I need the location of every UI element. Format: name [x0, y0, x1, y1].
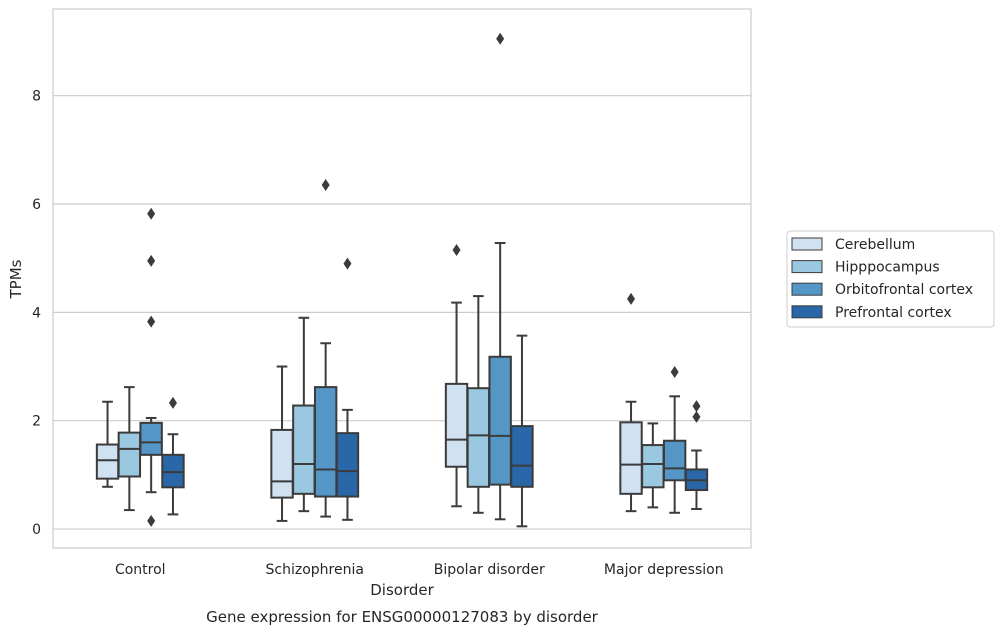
- iqr-box: [313, 386, 338, 498]
- iqr-box: [641, 444, 665, 489]
- outlier-point: [321, 179, 330, 192]
- box: [641, 422, 665, 509]
- y-tick-label: 0: [32, 522, 41, 538]
- box: [313, 179, 338, 518]
- box: [335, 257, 360, 521]
- y-tick-label: 2: [32, 414, 41, 430]
- series-2: [139, 32, 687, 527]
- iqr-box: [662, 439, 687, 482]
- legend-items: Cerebellum Hipppocampus Orbitofrontal cort…: [791, 237, 973, 321]
- outlier-point: [147, 207, 156, 220]
- legend-swatch: [791, 305, 823, 319]
- iqr-box: [95, 443, 120, 480]
- x-axis-label: Disorder: [370, 581, 434, 599]
- box: [662, 365, 687, 514]
- outlier-point: [147, 315, 156, 328]
- y-tick-label: 4: [32, 305, 41, 321]
- iqr-box: [161, 453, 185, 489]
- y-tick-label: 8: [32, 89, 41, 105]
- iqr-box: [510, 425, 534, 488]
- outlier-point: [627, 292, 636, 305]
- outlier-point: [692, 400, 701, 413]
- plot-frame: [52, 8, 752, 549]
- x-tick-label: Schizophrenia: [266, 562, 364, 578]
- legend-label: Orbitofrontal cortex: [835, 282, 973, 298]
- y-axis-label: TPMs: [7, 259, 25, 299]
- y-tick-label: 6: [32, 197, 41, 213]
- series-1: [117, 295, 665, 514]
- legend-label: Prefrontal cortex: [835, 305, 952, 321]
- iqr-box: [270, 428, 294, 499]
- legend-label: Cerebellum: [835, 237, 915, 253]
- y-axis-ticks: 0 2 4 6 8: [32, 89, 41, 538]
- box: [466, 295, 491, 514]
- outlier-point: [496, 32, 505, 45]
- x-tick-label: Bipolar disorder: [434, 562, 545, 578]
- iqr-box: [488, 355, 512, 486]
- legend-label: Hipppocampus: [835, 260, 940, 276]
- box: [684, 400, 709, 510]
- box: [117, 386, 142, 512]
- box: [139, 207, 163, 527]
- x-axis-ticks: Control Schizophrenia Bipolar disorder Majo…: [115, 562, 724, 578]
- legend: Cerebellum Hipppocampus Orbitofrontal cort…: [786, 230, 995, 328]
- box: [95, 400, 120, 488]
- box: [488, 32, 512, 521]
- legend-swatch: [791, 282, 823, 296]
- outlier-point: [147, 254, 156, 267]
- iqr-box: [619, 421, 643, 495]
- outlier-point: [692, 410, 701, 423]
- outlier-point: [147, 514, 156, 527]
- iqr-box: [117, 431, 142, 478]
- box-series: [95, 32, 709, 528]
- series-3: [161, 257, 709, 528]
- gridlines: [53, 95, 751, 530]
- box: [270, 365, 294, 522]
- outlier-point: [168, 396, 177, 409]
- legend-frame: [786, 230, 995, 328]
- box: [292, 316, 316, 513]
- iqr-box: [335, 432, 360, 498]
- box: [619, 292, 643, 513]
- iqr-box: [139, 421, 163, 456]
- iqr-box: [444, 382, 469, 468]
- x-tick-label: Major depression: [604, 562, 724, 578]
- outlier-point: [670, 365, 679, 378]
- x-tick-label: Control: [115, 562, 166, 578]
- outlier-point: [343, 257, 352, 270]
- chart-caption: Gene expression for ENSG00000127083 by d…: [206, 608, 599, 626]
- legend-swatch: [791, 237, 823, 251]
- box: [161, 396, 185, 516]
- box: [510, 334, 534, 528]
- legend-swatch: [791, 260, 823, 274]
- box: [444, 244, 469, 508]
- iqr-box: [292, 404, 316, 495]
- outlier-point: [452, 244, 461, 257]
- iqr-box: [466, 387, 491, 488]
